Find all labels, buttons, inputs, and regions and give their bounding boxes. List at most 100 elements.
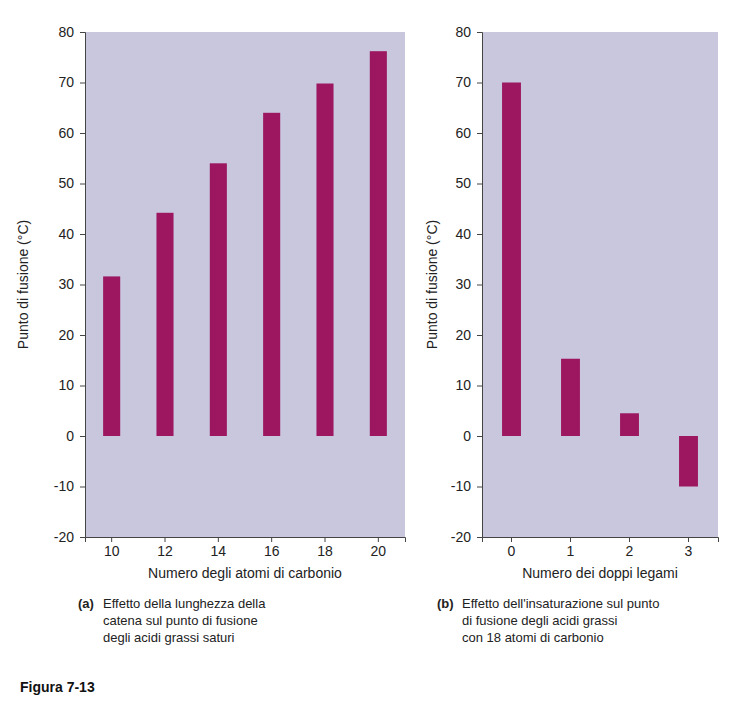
y-tick-label: 10 — [455, 377, 471, 393]
y-tick-mark — [80, 234, 85, 235]
y-tick-mark — [477, 133, 482, 134]
y-tick: 30 — [455, 276, 482, 292]
x-tick-label: 1 — [567, 543, 575, 559]
x-tick: 16 — [264, 537, 280, 559]
x-tick-mark — [378, 537, 379, 542]
x-axis: 10 12 14 16 18 20 — [86, 537, 406, 559]
y-tick: 40 — [58, 226, 85, 242]
bars — [502, 83, 698, 487]
y-tick: -10 — [54, 478, 85, 494]
y-tick: 80 — [455, 24, 482, 40]
x-tick-label: 18 — [317, 543, 333, 559]
y-tick-label: 0 — [66, 428, 74, 444]
x-tick-label: 3 — [685, 543, 693, 559]
bar — [370, 51, 387, 436]
figure: -20-1001020304050607080101214161820Numer… — [0, 0, 738, 714]
y-tick-label: 80 — [58, 24, 74, 40]
x-tick-label: 14 — [211, 543, 227, 559]
caption-line: di fusione degli acidi grassi — [462, 613, 617, 628]
x-tick-mark — [570, 537, 571, 542]
y-tick-label: 70 — [455, 74, 471, 90]
y-tick: 0 — [463, 428, 482, 444]
y-tick-mark — [477, 32, 482, 33]
y-tick-mark — [477, 436, 482, 437]
x-tick: 20 — [371, 537, 387, 559]
y-tick-label: 10 — [58, 377, 74, 393]
y-tick-mark — [477, 335, 482, 336]
y-axis: -20-1001020304050607080 — [54, 24, 86, 545]
bar — [679, 436, 698, 487]
y-tick-label: 30 — [58, 276, 74, 292]
bar — [263, 113, 280, 436]
x-tick-mark — [218, 537, 219, 542]
caption-line: degli acidi grassi saturi — [103, 630, 235, 645]
y-tick: 80 — [58, 24, 85, 40]
caption-line: catena sul punto di fusione — [103, 613, 258, 628]
y-tick: 50 — [455, 175, 482, 191]
x-axis-line — [86, 538, 406, 543]
y-tick-mark — [477, 487, 482, 488]
y-axis-line — [80, 33, 86, 538]
x-tick-label: 0 — [508, 543, 516, 559]
x-tick-label: 12 — [157, 543, 173, 559]
y-tick-label: 50 — [455, 175, 471, 191]
y-tick-mark — [477, 83, 482, 84]
x-tick-label: 20 — [371, 543, 387, 559]
y-tick-label: 30 — [455, 276, 471, 292]
y-tick: 0 — [66, 428, 85, 444]
y-tick-label: 70 — [58, 74, 74, 90]
y-tick: 10 — [58, 377, 85, 393]
figure-label: Figura 7-13 — [20, 679, 95, 695]
y-tick-mark — [80, 386, 85, 387]
caption-label: (a) — [78, 596, 94, 611]
x-tick-label: 2 — [626, 543, 634, 559]
y-tick-label: 40 — [58, 226, 74, 242]
caption-line: Effetto dell'insaturazione sul punto — [462, 596, 659, 611]
bar — [561, 359, 580, 436]
bar — [502, 83, 521, 437]
y-tick-label: 20 — [455, 327, 471, 343]
y-tick: 20 — [58, 327, 85, 343]
y-axis: -20 -10 0 10 20 30 40 50 60 70 80 — [451, 24, 483, 545]
plot-background — [482, 32, 718, 537]
caption-line: Effetto della lunghezza della — [103, 596, 266, 611]
bar — [103, 276, 120, 436]
y-tick: -20 — [451, 529, 482, 545]
y-tick-label: -10 — [54, 478, 74, 494]
x-tick: 14 — [211, 537, 227, 559]
x-tick-label: 16 — [264, 543, 280, 559]
y-tick: 60 — [455, 125, 482, 141]
y-tick-label: 40 — [455, 226, 471, 242]
x-tick: 10 — [104, 537, 120, 559]
x-tick-mark — [165, 537, 166, 542]
y-axis-title: Punto di fusione (°C) — [424, 220, 440, 349]
y-tick: 20 — [455, 327, 482, 343]
x-tick: 2 — [626, 537, 634, 559]
y-tick-label: -20 — [54, 529, 74, 545]
plot-background — [85, 32, 405, 537]
y-tick: 60 — [58, 125, 85, 141]
y-tick: 70 — [58, 74, 85, 90]
y-tick-mark — [80, 133, 85, 134]
x-tick: 0 — [508, 537, 516, 559]
y-tick: -10 — [451, 478, 482, 494]
y-tick: 40 — [455, 226, 482, 242]
y-tick-mark — [477, 537, 482, 538]
x-axis-title: Numero dei doppi legami — [522, 565, 678, 581]
chart: -20-1001020304050607080101214161820Numer… — [15, 24, 406, 645]
chart: -20 -10 0 10 20 30 40 50 60 70 80 0 1 2 3 Numero dei do… — [424, 24, 719, 645]
y-tick-label: 60 — [455, 125, 471, 141]
x-tick: 1 — [567, 537, 575, 559]
y-tick-mark — [477, 184, 482, 185]
y-tick-mark — [80, 487, 85, 488]
caption-label: (b) — [437, 596, 454, 611]
y-tick-mark — [80, 537, 85, 538]
y-tick-mark — [80, 335, 85, 336]
x-tick-mark — [511, 537, 512, 542]
bar — [156, 213, 173, 436]
y-tick-label: 60 — [58, 125, 74, 141]
x-tick: 12 — [157, 537, 173, 559]
y-tick: 70 — [455, 74, 482, 90]
y-axis-title: Punto di fusione (°C) — [15, 220, 31, 349]
y-tick-mark — [477, 386, 482, 387]
